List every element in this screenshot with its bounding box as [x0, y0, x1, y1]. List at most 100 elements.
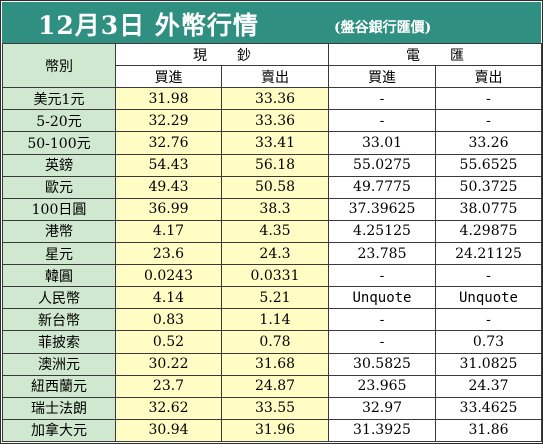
currency-cell: 韓圓	[2, 264, 116, 288]
currency-column-header: 幣別	[2, 42, 116, 89]
table-row: 100日圓 36.99 38.3 37.39625 38.0775	[2, 197, 542, 221]
cash-sell-cell: 33.55	[221, 396, 329, 420]
wire-buy-cell: 4.25125	[328, 219, 436, 243]
currency-cell: 100日圓	[2, 197, 116, 221]
cash-buy-cell: 4.14	[115, 286, 222, 310]
table-row: 5-20元 32.29 33.36- -	[2, 109, 542, 133]
wire-buy-cell: 33.01	[328, 131, 436, 155]
table-row: 菲披索 0.52 0.78-0.73	[2, 330, 542, 354]
currency-cell: 人民幣	[2, 286, 116, 310]
wire-sell-cell: -	[435, 308, 542, 332]
cash-sell-cell: 4.35	[221, 219, 329, 243]
table-row: 加拿大元 30.94 31.96 31.3925 31.86	[2, 418, 542, 443]
cash-buy-cell: 49.43	[115, 175, 222, 199]
wire-sell-cell: 31.0825	[435, 352, 542, 376]
table-row: 澳洲元 30.22 31.68 30.5825 31.0825	[2, 352, 542, 376]
wire-sell-cell: -	[435, 109, 542, 133]
cash-sell-cell: 50.58	[221, 175, 329, 199]
wire-sell-cell: -	[435, 87, 542, 111]
table-row: 星元 23.6 24.3 23.785 24.21125	[2, 241, 542, 266]
wire-sell-cell: 55.6525	[435, 153, 542, 177]
cash-buy-cell: 23.7	[115, 374, 222, 398]
wire-sell-cell: 0.73	[435, 330, 542, 354]
wire-buy-cell: 30.5825	[328, 352, 436, 376]
cash-sell-cell: 56.18	[221, 153, 329, 177]
cash-buy-cell: 30.22	[115, 352, 222, 376]
title-bar: 12月3日 外幣行情 (盤谷銀行匯價)	[2, 2, 541, 43]
currency-cell: 英鎊	[2, 153, 116, 177]
table-row: 英鎊 54.43 56.18 55.0275 55.6525	[2, 153, 542, 177]
cash-sell-cell: 5.21	[221, 286, 329, 310]
wire-sell-cell: -	[435, 264, 542, 288]
cash-sell-cell: 24.87	[221, 374, 329, 398]
cash-group-header: 現鈔	[115, 42, 329, 67]
wire-buy-cell: 49.7775	[328, 175, 436, 199]
cash-sell-cell: 24.3	[221, 241, 329, 266]
cash-buy-header: 買進	[115, 65, 222, 89]
source-label: (盤谷銀行匯價)	[334, 20, 432, 36]
wire-buy-cell: Unquote	[328, 286, 436, 310]
wire-sell-header: 賣出	[435, 65, 542, 89]
cash-sell-cell: 33.36	[221, 109, 329, 133]
header-row-sub: 買進 賣出 買進 賣出	[3, 65, 542, 89]
wire-sell-cell: 24.21125	[435, 241, 542, 266]
cash-sell-cell: 38.3	[221, 197, 329, 221]
cash-sell-cell: 1.14	[221, 308, 329, 332]
wire-sell-cell: 33.4625	[435, 396, 542, 420]
wire-group-header: 電匯	[328, 42, 542, 67]
wire-buy-cell: -	[328, 109, 436, 133]
table-row: 韓圓 0.0243 0.0331- -	[2, 264, 542, 288]
cash-sell-cell: 31.68	[221, 352, 329, 376]
wire-buy-cell: -	[328, 308, 436, 332]
table-row: 美元1元 31.98 33.36- -	[2, 87, 542, 111]
cash-buy-cell: 32.62	[115, 396, 222, 420]
cash-sell-cell: 33.41	[221, 131, 329, 155]
currency-cell: 澳洲元	[2, 352, 116, 376]
cash-buy-cell: 4.17	[115, 219, 222, 243]
cash-buy-cell: 23.6	[115, 241, 222, 266]
table-row: 瑞士法朗 32.62 33.55 32.97 33.4625	[2, 396, 542, 420]
wire-sell-cell: 24.37	[435, 374, 542, 398]
page-title: 12月3日 外幣行情	[38, 11, 259, 40]
table-row: 歐元 49.43 50.58 49.7775 50.3725	[2, 175, 542, 199]
currency-cell: 新台幣	[2, 308, 116, 332]
table-row: 港幣 4.17 4.35 4.25125 4.29875	[2, 219, 542, 243]
table-row: 50-100元 32.76 33.41 33.01 33.26	[2, 131, 542, 155]
cash-buy-cell: 32.76	[115, 131, 222, 155]
cash-buy-cell: 0.83	[115, 308, 222, 332]
wire-sell-cell: Unquote	[435, 286, 542, 310]
cash-buy-cell: 36.99	[115, 197, 222, 221]
cash-sell-cell: 0.78	[221, 330, 329, 354]
cash-buy-cell: 30.94	[115, 418, 222, 443]
wire-sell-cell: 31.86	[435, 418, 542, 443]
cash-buy-cell: 31.98	[115, 87, 222, 111]
currency-cell: 美元1元	[2, 87, 116, 111]
exchange-rate-table: 幣別 現鈔 電匯 買進 賣出 買進 賣出 美元1元 31.98 33.36- -5-2…	[2, 42, 542, 443]
wire-buy-cell: -	[328, 264, 436, 288]
cash-sell-cell: 0.0331	[221, 264, 329, 288]
wire-sell-cell: 33.26	[435, 131, 542, 155]
currency-cell: 港幣	[2, 219, 116, 243]
cash-buy-cell: 0.52	[115, 330, 222, 354]
wire-buy-cell: 23.785	[328, 241, 436, 266]
currency-cell: 50-100元	[2, 131, 116, 155]
currency-cell: 加拿大元	[2, 418, 116, 443]
wire-buy-cell: -	[328, 330, 436, 354]
wire-sell-cell: 4.29875	[435, 219, 542, 243]
currency-cell: 菲披索	[2, 330, 116, 354]
cash-buy-cell: 32.29	[115, 109, 222, 133]
wire-buy-cell: -	[328, 87, 436, 111]
cash-sell-cell: 31.96	[221, 418, 329, 443]
currency-cell: 歐元	[2, 175, 116, 199]
table-row: 新台幣 0.83 1.14- -	[2, 308, 542, 332]
cash-buy-cell: 0.0243	[115, 264, 222, 288]
wire-buy-cell: 31.3925	[328, 418, 436, 443]
header-row-groups: 幣別 現鈔 電匯	[2, 42, 542, 89]
wire-buy-cell: 23.965	[328, 374, 436, 398]
wire-sell-cell: 50.3725	[435, 175, 542, 199]
cash-sell-header: 賣出	[221, 65, 329, 89]
wire-buy-header: 買進	[328, 65, 436, 89]
wire-buy-cell: 37.39625	[328, 197, 436, 221]
cash-buy-cell: 54.43	[115, 153, 222, 177]
